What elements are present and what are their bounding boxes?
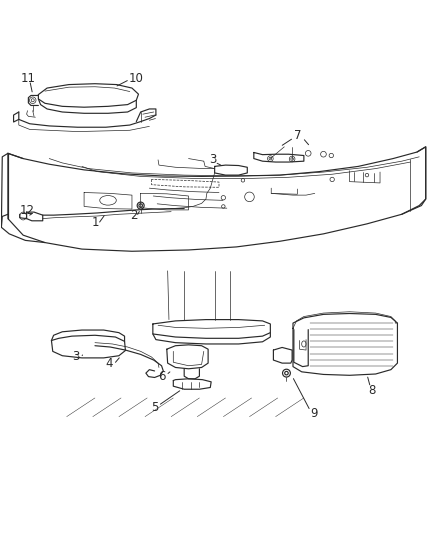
Text: 5: 5 xyxy=(152,401,159,415)
Text: 2: 2 xyxy=(131,208,138,222)
Text: 7: 7 xyxy=(293,130,301,142)
Text: 12: 12 xyxy=(20,204,35,217)
Text: 8: 8 xyxy=(368,384,376,397)
Text: 1: 1 xyxy=(91,216,99,230)
Text: 6: 6 xyxy=(158,370,165,383)
Text: 10: 10 xyxy=(129,71,144,85)
Text: 9: 9 xyxy=(310,407,318,420)
Text: 11: 11 xyxy=(21,72,36,85)
Text: 3: 3 xyxy=(72,350,79,363)
Text: 3: 3 xyxy=(209,154,216,166)
Text: 4: 4 xyxy=(106,357,113,369)
